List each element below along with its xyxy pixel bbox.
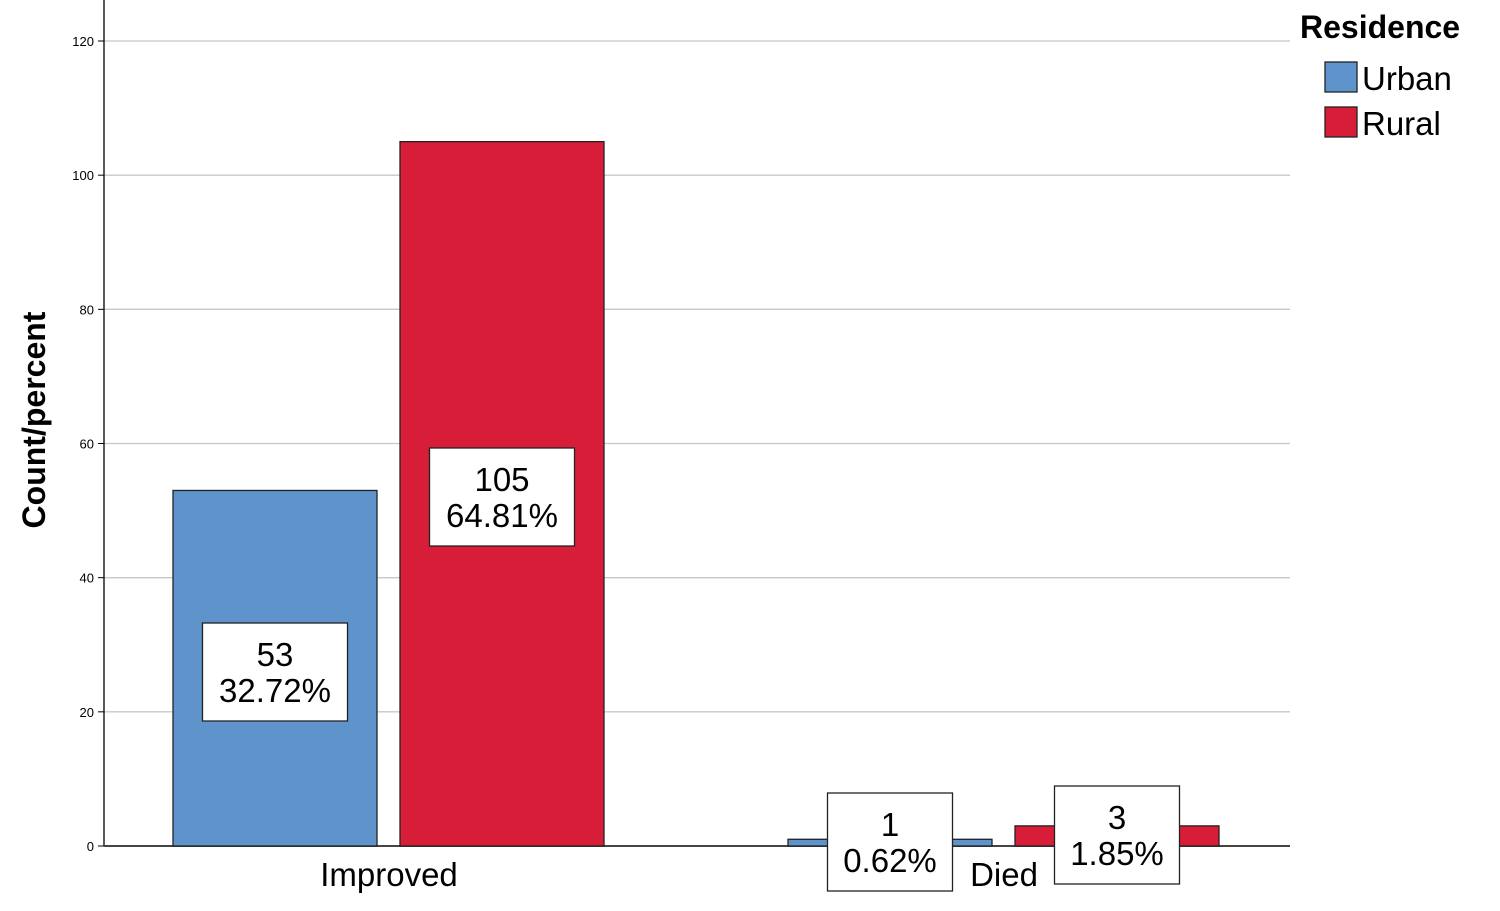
x-category-label: Improved [320, 856, 458, 893]
y-tick-label: 0 [87, 839, 94, 854]
bars [172, 140, 1220, 847]
y-tick-label: 120 [72, 34, 94, 49]
legend-swatch-rural [1324, 106, 1358, 138]
data-label-box [201, 622, 349, 722]
data-label: 10.62% [826, 792, 954, 892]
legend-title: Residence [1300, 9, 1460, 45]
y-tick-label: 80 [80, 302, 94, 317]
data-label-percent: 0.62% [843, 842, 937, 879]
data-label-percent: 32.72% [219, 672, 331, 709]
data-label-box [428, 447, 576, 547]
x-category-label: Died [970, 856, 1038, 893]
legend: Residence Urban Rural [1300, 9, 1460, 142]
data-label-count: 105 [474, 461, 529, 498]
data-label-box [826, 792, 954, 892]
data-label-count: 3 [1108, 799, 1126, 836]
legend-label-rural: Rural [1362, 105, 1441, 142]
y-tick-label: 60 [80, 437, 94, 452]
data-label: 31.85% [1053, 785, 1181, 885]
y-tick-label: 40 [80, 571, 94, 586]
y-axis-label: Count/percent [16, 311, 52, 528]
y-tick-label: 100 [72, 168, 94, 183]
legend-swatch-urban [1324, 61, 1358, 93]
data-label-count: 53 [257, 636, 294, 673]
data-label-percent: 1.85% [1070, 835, 1164, 872]
data-label-count: 1 [881, 806, 899, 843]
legend-label-urban: Urban [1362, 60, 1452, 97]
data-label-percent: 64.81% [446, 497, 558, 534]
data-label-box [1053, 785, 1181, 885]
y-tick-label: 20 [80, 705, 94, 720]
